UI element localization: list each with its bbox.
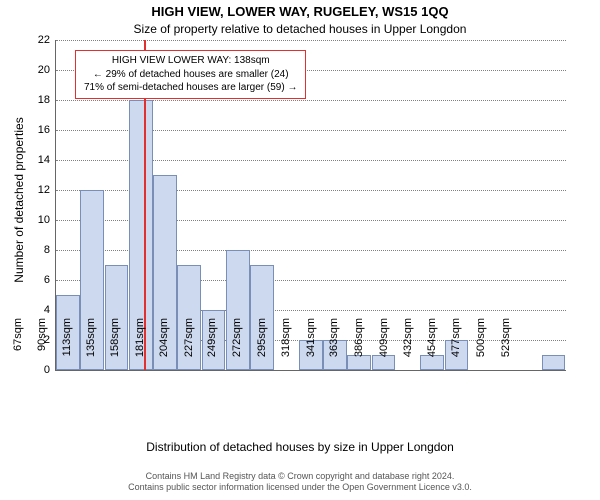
chart-subtitle: Size of property relative to detached ho… bbox=[0, 22, 600, 36]
x-tick-label: 113sqm bbox=[61, 318, 73, 378]
chart-title: HIGH VIEW, LOWER WAY, RUGELEY, WS15 1QQ bbox=[0, 4, 600, 19]
x-tick-label: 249sqm bbox=[206, 318, 218, 378]
x-tick-label: 341sqm bbox=[305, 318, 317, 378]
x-tick-label: 477sqm bbox=[450, 318, 462, 378]
y-tick-label: 22 bbox=[38, 34, 50, 46]
x-tick-label: 386sqm bbox=[353, 318, 365, 378]
x-tick-label: 432sqm bbox=[402, 318, 414, 378]
callout-line-2: ← 29% of detached houses are smaller (24… bbox=[84, 68, 297, 82]
chart-container: HIGH VIEW, LOWER WAY, RUGELEY, WS15 1QQ … bbox=[0, 0, 600, 500]
x-tick-label: 67sqm bbox=[12, 318, 24, 378]
y-tick-label: 6 bbox=[44, 274, 50, 286]
x-tick-label: 181sqm bbox=[134, 318, 146, 378]
footer-attribution: Contains HM Land Registry data © Crown c… bbox=[0, 471, 600, 494]
x-tick-label: 90sqm bbox=[36, 318, 48, 378]
y-tick-label: 14 bbox=[38, 154, 50, 166]
x-tick-label: 500sqm bbox=[475, 318, 487, 378]
x-tick-label: 158sqm bbox=[109, 318, 121, 378]
x-tick-label: 204sqm bbox=[158, 318, 170, 378]
histogram-bar bbox=[542, 355, 566, 370]
callout-box: HIGH VIEW LOWER WAY: 138sqm ← 29% of det… bbox=[75, 50, 306, 99]
callout-line-3: 71% of semi-detached houses are larger (… bbox=[84, 81, 297, 95]
footer-line-2: Contains public sector information licen… bbox=[0, 482, 600, 494]
x-tick-label: 295sqm bbox=[256, 318, 268, 378]
y-tick-label: 8 bbox=[44, 244, 50, 256]
y-axis-label: Number of detached properties bbox=[12, 117, 26, 282]
x-tick-label: 454sqm bbox=[426, 318, 438, 378]
y-tick-label: 20 bbox=[38, 64, 50, 76]
y-tick-label: 18 bbox=[38, 94, 50, 106]
x-tick-label: 318sqm bbox=[280, 318, 292, 378]
footer-line-1: Contains HM Land Registry data © Crown c… bbox=[0, 471, 600, 483]
x-tick-label: 409sqm bbox=[378, 318, 390, 378]
grid-line bbox=[56, 40, 566, 41]
y-tick-label: 12 bbox=[38, 184, 50, 196]
x-axis-label: Distribution of detached houses by size … bbox=[0, 440, 600, 454]
y-tick-label: 4 bbox=[44, 304, 50, 316]
y-tick-label: 10 bbox=[38, 214, 50, 226]
x-tick-label: 227sqm bbox=[183, 318, 195, 378]
x-tick-label: 272sqm bbox=[231, 318, 243, 378]
callout-line-1: HIGH VIEW LOWER WAY: 138sqm bbox=[84, 54, 297, 68]
x-tick-label: 363sqm bbox=[328, 318, 340, 378]
x-tick-label: 523sqm bbox=[500, 318, 512, 378]
y-tick-label: 16 bbox=[38, 124, 50, 136]
x-tick-label: 135sqm bbox=[85, 318, 97, 378]
